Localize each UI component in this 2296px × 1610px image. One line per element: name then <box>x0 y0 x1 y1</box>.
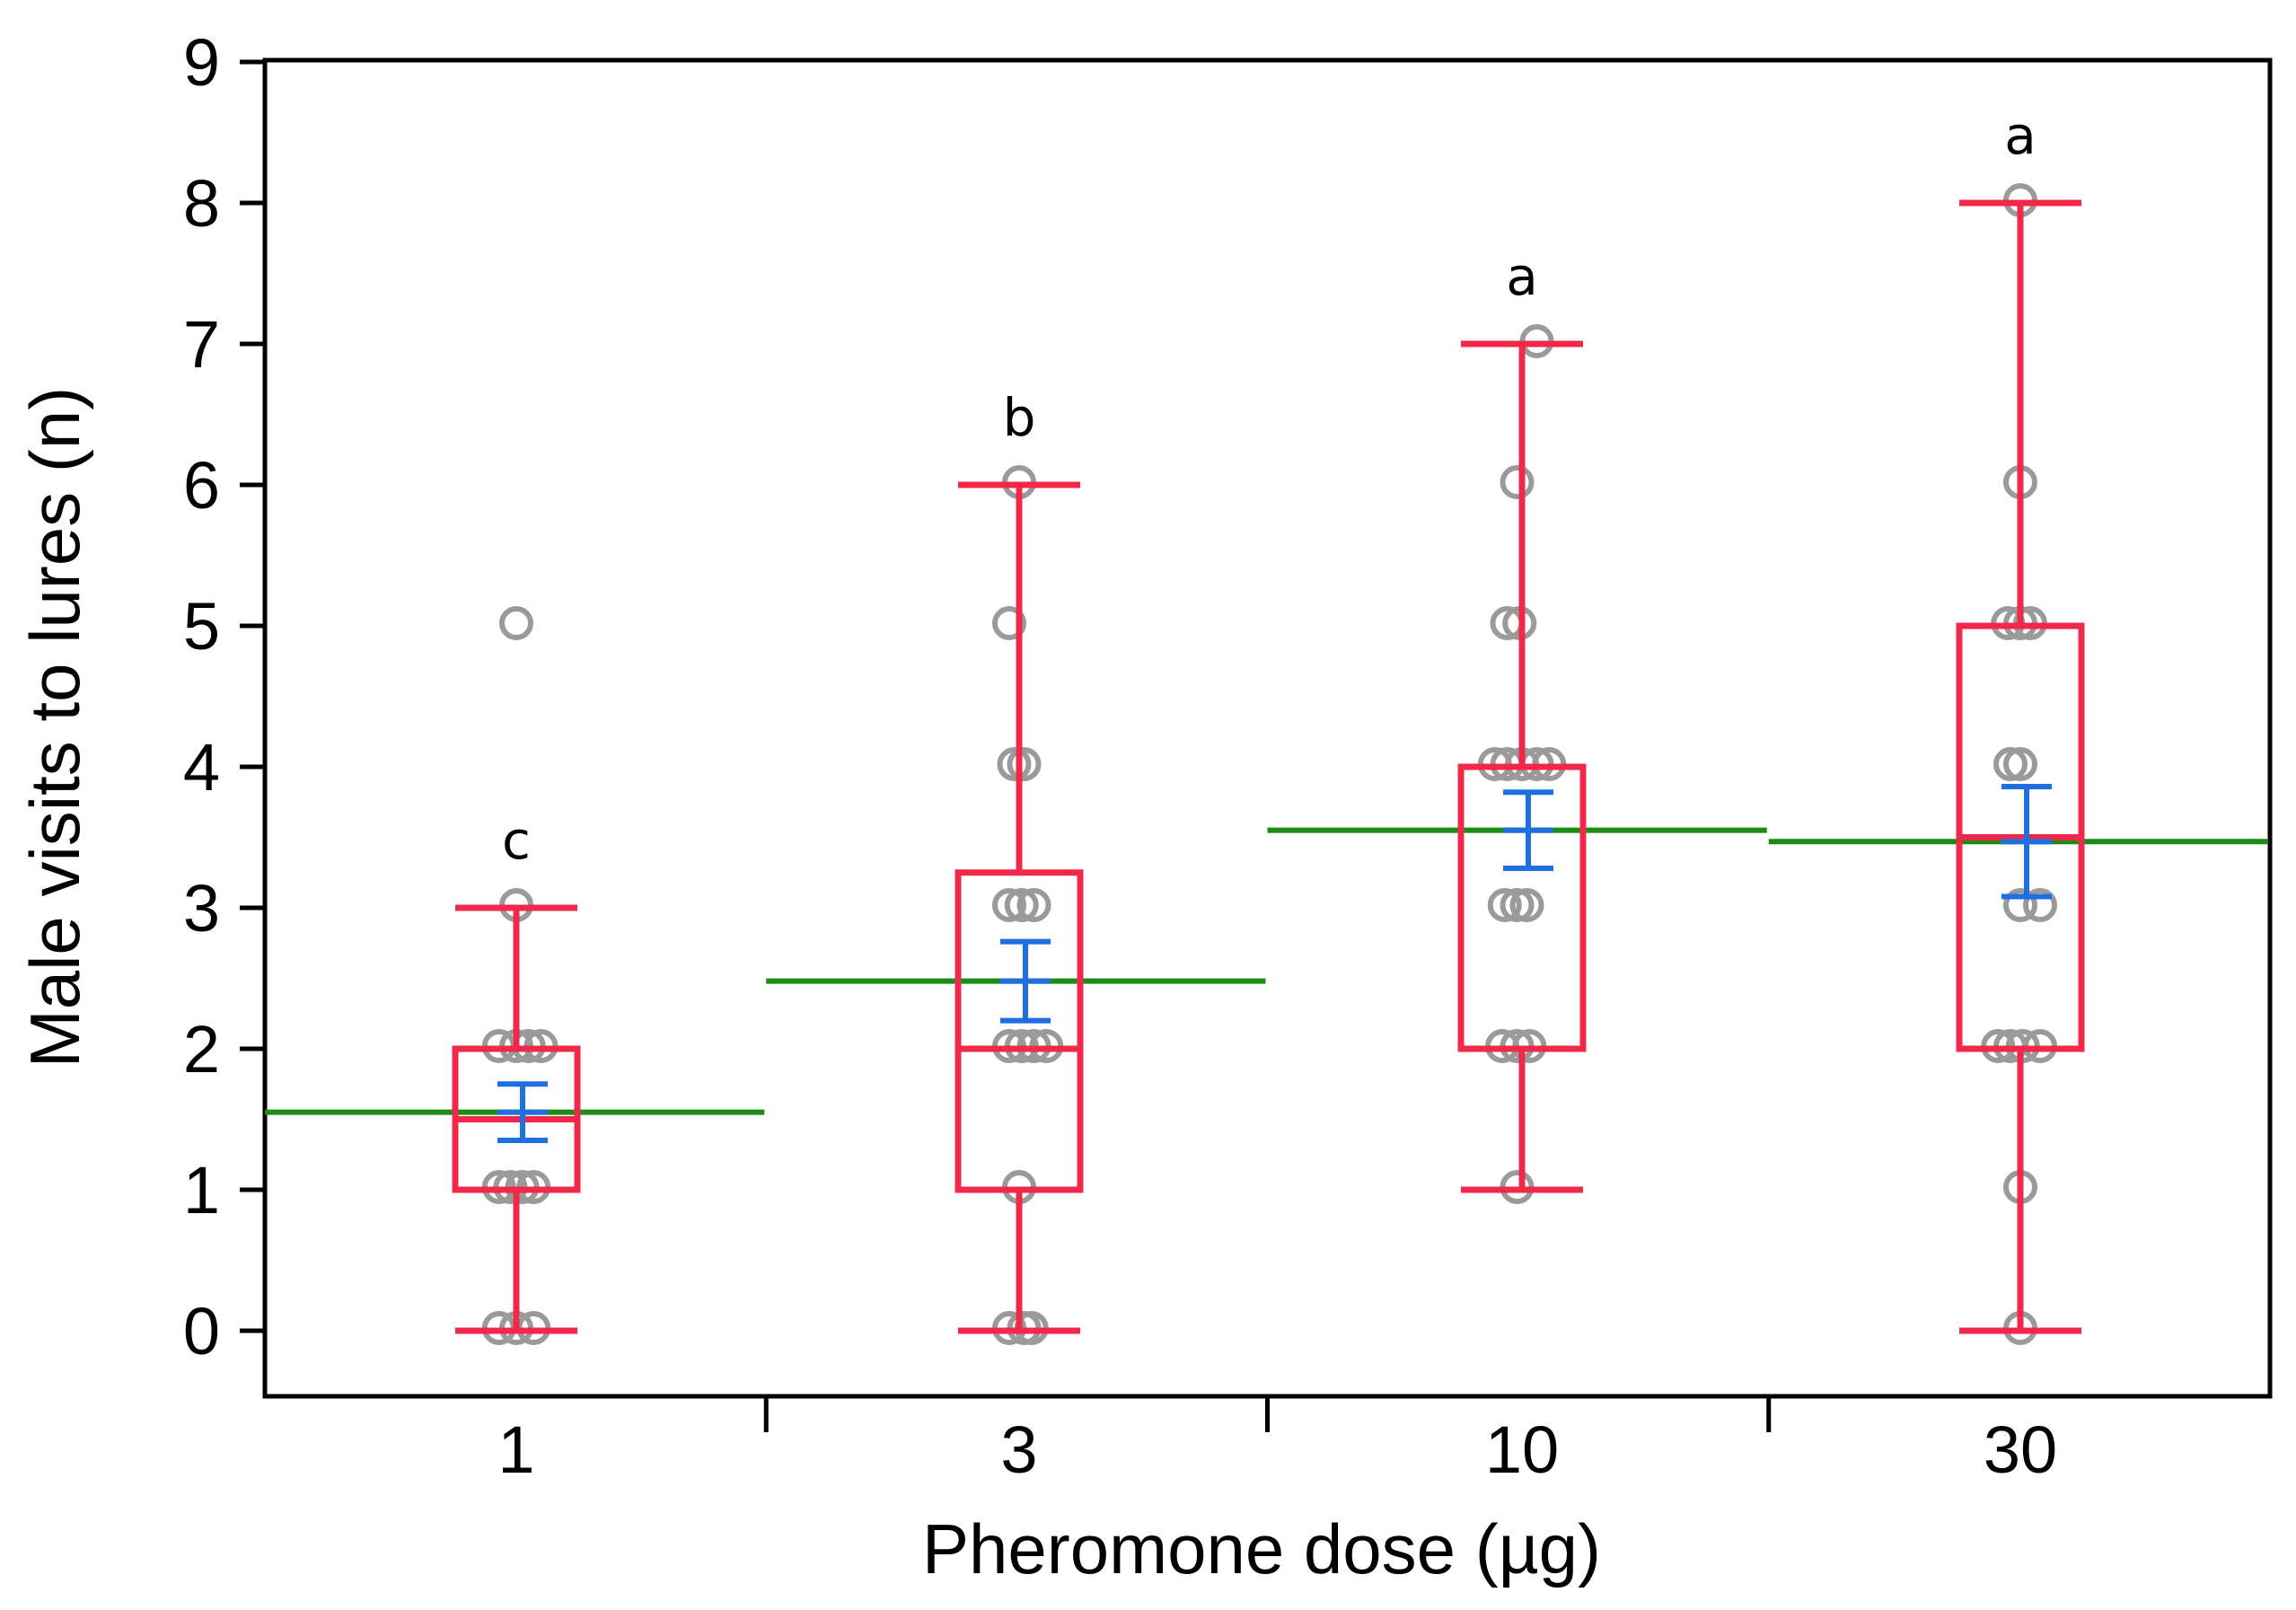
box-plot-3 <box>954 481 1084 1334</box>
mean-error-3 <box>1000 938 1051 1024</box>
box-iqr-3 <box>954 869 1084 1193</box>
data-point-3-13 <box>992 606 1026 640</box>
box-plot-30 <box>1956 199 2085 1334</box>
data-point-10-6 <box>1509 888 1544 922</box>
data-point-30-7 <box>2023 888 2057 922</box>
y-tick-label-6: 6 <box>183 448 220 523</box>
x-tick-label-3: 3 <box>1000 1412 1037 1487</box>
x-tick-label-10: 10 <box>1485 1412 1559 1487</box>
data-point-3-12 <box>1007 747 1042 781</box>
data-point-10-5 <box>1500 888 1535 922</box>
mean-error-bars <box>497 783 2052 1144</box>
data-point-3-8 <box>992 888 1026 922</box>
data-point-30-8 <box>1993 747 2028 781</box>
plot-frame <box>262 57 2273 1399</box>
data-point-1-12 <box>499 606 533 640</box>
significance-label-1: c <box>502 810 531 871</box>
y-tick-label-5: 5 <box>183 589 220 664</box>
data-point-30-6 <box>2003 888 2037 922</box>
significance-label-3: b <box>1003 387 1036 448</box>
data-point-10-14 <box>1500 465 1535 499</box>
significance-labels: c b a a <box>502 105 2036 871</box>
x-axis: 1 3 10 30 <box>497 1396 2057 1487</box>
data-point-3-9 <box>1004 888 1039 922</box>
y-axis: 0 1 2 3 4 5 6 7 8 9 <box>183 25 265 1368</box>
y-tick-label-1: 1 <box>183 1153 220 1227</box>
mean-error-1 <box>497 1081 548 1144</box>
y-tick-label-9: 9 <box>183 25 220 100</box>
y-tick-label-0: 0 <box>183 1294 220 1368</box>
y-tick-label-7: 7 <box>183 307 220 382</box>
data-point-3-10 <box>1016 888 1051 922</box>
plot-area: 0 1 2 3 4 5 6 7 8 9 1 3 10 30 c b a a <box>183 25 2273 1487</box>
x-axis-title: Pheromone dose (µg) <box>922 1509 1601 1588</box>
data-point-10-4 <box>1487 888 1522 922</box>
box-plots <box>452 199 2085 1334</box>
significance-label-30: a <box>2004 105 2036 166</box>
x-tick-label-30: 30 <box>1984 1412 2057 1487</box>
y-tick-label-4: 4 <box>183 730 220 805</box>
box-plot-10 <box>1457 340 1587 1193</box>
mean-error-10 <box>1503 789 1553 872</box>
y-axis-title: Male visits to lures (n) <box>15 387 94 1069</box>
y-tick-label-2: 2 <box>183 1012 220 1087</box>
y-tick-label-3: 3 <box>183 871 220 946</box>
y-tick-label-8: 8 <box>183 166 220 241</box>
x-tick-label-1: 1 <box>497 1412 534 1487</box>
data-point-3-11 <box>997 747 1032 781</box>
data-point-30-9 <box>2003 747 2037 781</box>
significance-label-10: a <box>1506 246 1538 307</box>
data-points <box>481 183 2057 1345</box>
box-plot-1 <box>452 904 581 1334</box>
mean-error-30 <box>2001 783 2052 900</box>
group-mean-lines <box>265 827 2268 1115</box>
box-iqr-10 <box>1457 763 1587 1052</box>
